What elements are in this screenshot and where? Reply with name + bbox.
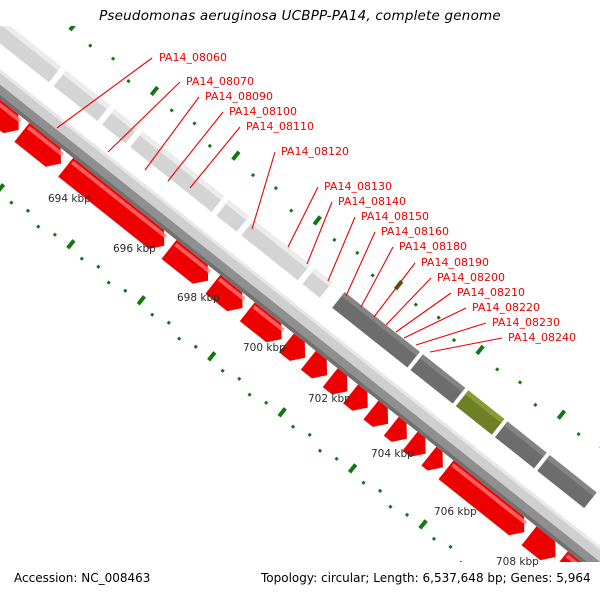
gene-label-leader — [373, 262, 416, 318]
gene-label[interactable]: PA14_08070 — [186, 75, 254, 88]
gene-label[interactable]: PA14_08110 — [246, 120, 314, 133]
gene-label-leader — [345, 231, 376, 297]
gene-label-leader — [167, 111, 224, 182]
gene-label[interactable]: PA14_08180 — [399, 240, 467, 253]
scale-tick-label: 700 kbp — [243, 342, 286, 354]
gene-label-leader — [415, 322, 487, 346]
gene-label[interactable]: PA14_08160 — [381, 225, 449, 238]
gene-label[interactable]: PA14_08210 — [457, 286, 525, 299]
scale-tick-label: 696 kbp — [113, 243, 156, 255]
gene-label[interactable]: PA14_08220 — [472, 301, 540, 314]
gene-label[interactable]: PA14_08140 — [338, 195, 406, 208]
gene-label[interactable]: PA14_08150 — [361, 210, 429, 223]
gene-label[interactable]: PA14_08100 — [229, 105, 297, 118]
scale-tick-label: 702 kbp — [308, 393, 351, 405]
gene-label-leader — [395, 292, 452, 333]
genome-stats-text: Topology: circular; Length: 6,537,648 bp… — [261, 571, 591, 585]
scale-tick-label: 694 kbp — [48, 193, 91, 205]
gc-tick-marks-upper — [68, 26, 600, 450]
gene-label[interactable]: PA14_08130 — [324, 180, 392, 193]
gc-tick-marks — [0, 183, 463, 562]
scale-tick-label: 708 kbp — [496, 556, 539, 568]
gene-label[interactable]: PA14_08120 — [281, 145, 349, 158]
forward-strand-features — [0, 26, 597, 509]
gene-label-leader — [403, 307, 467, 339]
gene-label[interactable]: PA14_08060 — [159, 51, 227, 64]
gene-label[interactable]: PA14_08090 — [205, 90, 273, 103]
scale-tick-label: 704 kbp — [371, 448, 414, 460]
page-title: Pseudomonas aeruginosa UCBPP-PA14, compl… — [99, 8, 501, 24]
accession-text: Accession: NC_008463 — [14, 571, 151, 585]
gene-label[interactable]: PA14_08240 — [508, 331, 576, 344]
gene-label[interactable]: PA14_08190 — [421, 256, 489, 269]
gene-label-leader — [189, 126, 241, 189]
scale-tick-label: 706 kbp — [434, 506, 477, 518]
gene-label-leader — [429, 337, 503, 353]
gene-label[interactable]: PA14_08230 — [492, 316, 560, 329]
gene-label-leader — [327, 216, 356, 282]
scale-tick-label: 698 kbp — [177, 292, 220, 304]
gene-label-leader — [306, 201, 333, 265]
gene-label-leader — [56, 57, 153, 129]
gene-label-leader — [251, 151, 276, 230]
gene-label-leader — [360, 246, 394, 308]
gene-label-leader — [144, 96, 200, 171]
gene-label-leader — [385, 277, 432, 326]
label-leader-lines — [56, 57, 503, 353]
gene-label-leader — [107, 81, 181, 153]
gene-label-leader — [287, 186, 319, 248]
gene-label[interactable]: PA14_08200 — [437, 271, 505, 284]
